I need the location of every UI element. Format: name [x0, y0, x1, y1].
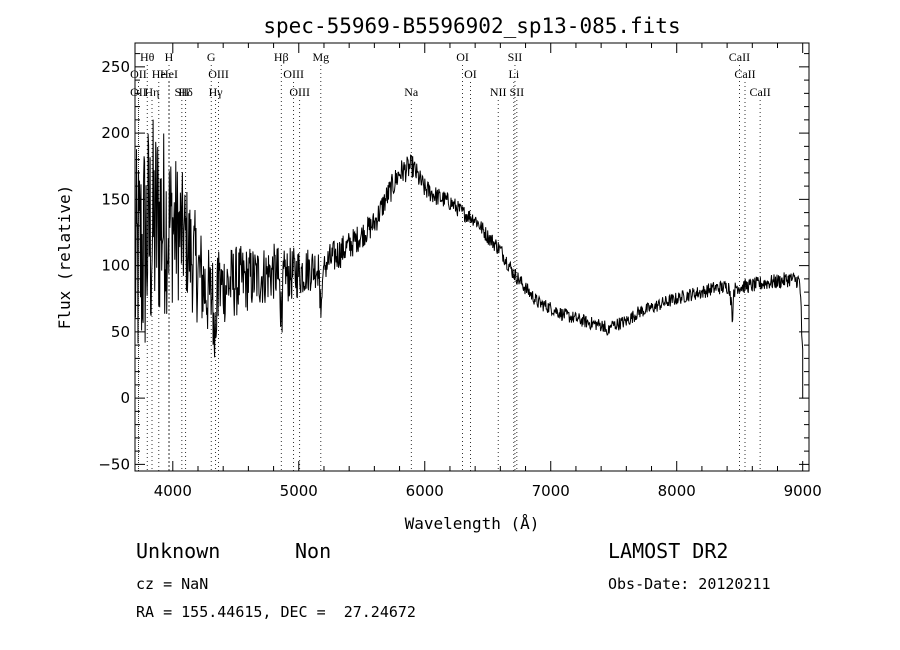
- line-marker-label: OI: [464, 67, 477, 81]
- axis-ticks: 4000 5000 6000 7000 8000 9000 −50 0 50 100 150 200 2…: [98, 43, 822, 500]
- line-marker-label: Hγ: [209, 85, 224, 99]
- line-marker-label: OIII: [283, 67, 304, 81]
- line-marker-label: Mg: [312, 50, 329, 64]
- line-marker-label: CaII: [729, 50, 750, 64]
- line-marker-label: NII: [490, 85, 507, 99]
- line-marker-label: Na: [404, 85, 419, 99]
- y-tick-label: 200: [101, 124, 130, 142]
- y-tick-label: 0: [120, 389, 130, 407]
- line-marker-label: HeI: [160, 67, 178, 81]
- obs-date: Obs-Date: 20120211: [608, 575, 771, 593]
- line-marker-label: OII: [130, 67, 147, 81]
- line-marker-label: CaII: [734, 67, 755, 81]
- x-tick-label: 5000: [280, 482, 318, 500]
- line-marker-label: OIII: [208, 67, 229, 81]
- coordinates: RA = 155.44615, DEC = 27.24672: [136, 603, 416, 621]
- line-marker-label: Hη: [145, 85, 160, 99]
- spectral-class: Unknown: [136, 539, 221, 563]
- line-marker-label: OIII: [289, 85, 310, 99]
- y-axis-label: Flux (relative): [55, 185, 74, 330]
- line-marker-label: Li: [508, 67, 519, 81]
- line-marker-label: SII: [508, 50, 523, 64]
- line-marker-label: SII: [175, 85, 190, 99]
- line-marker-label: SII: [510, 85, 525, 99]
- y-tick-label: 100: [101, 257, 130, 275]
- y-tick-label: 150: [101, 190, 130, 208]
- y-tick-label: 250: [101, 58, 130, 76]
- line-marker-label: OII: [130, 85, 147, 99]
- spectrum-series-line: [134, 119, 804, 399]
- line-marker-label: Hβ: [274, 50, 289, 64]
- x-tick-label: 6000: [406, 482, 444, 500]
- x-tick-label: 4000: [154, 482, 192, 500]
- x-tick-label: 8000: [658, 482, 696, 500]
- line-marker-label: Hδ: [178, 85, 193, 99]
- line-marker-label: G: [207, 50, 216, 64]
- y-tick-label: −50: [98, 455, 130, 473]
- x-axis-label: Wavelength (Å): [405, 514, 540, 533]
- line-marker-label: OI: [456, 50, 469, 64]
- line-marker-label: CaII: [749, 85, 770, 99]
- redshift-cz: cz = NaN: [136, 575, 209, 593]
- spectral-subclass: Non: [295, 539, 332, 563]
- line-marker-label: Hθ: [140, 50, 155, 64]
- line-marker-label: He: [152, 67, 166, 81]
- survey-label: LAMOST DR2: [608, 539, 729, 563]
- x-tick-label: 7000: [532, 482, 570, 500]
- y-tick-label: 50: [111, 323, 130, 341]
- line-marker-label: H: [165, 50, 174, 64]
- chart-title: spec-55969-B5596902_sp13-085.fits: [263, 14, 680, 38]
- x-tick-label: 9000: [784, 482, 822, 500]
